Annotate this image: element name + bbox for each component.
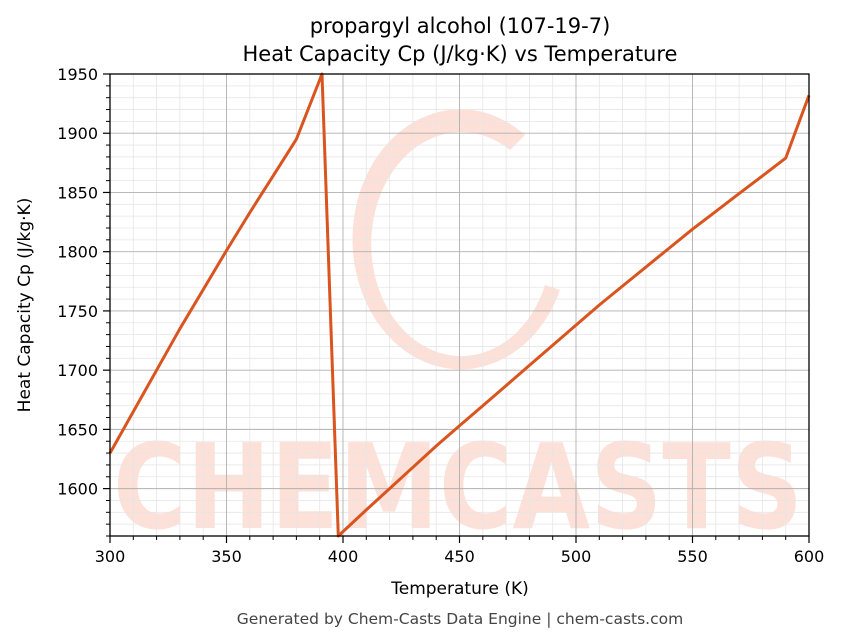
y-tick-label: 1900 [57,124,98,143]
y-tick-label: 1800 [57,243,98,262]
watermark-swirl [352,109,560,370]
x-tick-label: 300 [95,547,126,566]
y-axis-label: Heat Capacity Cp (J/kg·K) [15,198,35,413]
x-tick-label: 600 [794,547,825,566]
y-tick-label: 1650 [57,420,98,439]
y-tick-label: 1850 [57,183,98,202]
x-tick-label: 550 [677,547,708,566]
series-line [108,72,811,538]
chart-subtitle: Heat Capacity Cp (J/kg·K) vs Temperature [243,42,678,66]
x-tick-label: 450 [444,547,475,566]
watermark-text: CHEMCASTS [113,418,803,556]
x-tick-label: 400 [328,547,359,566]
x-axis-label: Temperature (K) [390,579,529,599]
y-tick-label: 1950 [57,65,98,84]
footer-credit: Generated by Chem-Casts Data Engine | ch… [237,610,683,628]
y-tick-label: 1600 [57,480,98,499]
ticks-layer: 300 350 400 450 500 550 600 1600 1650 1700 1750 180… [57,65,824,566]
y-tick-label: 1750 [57,302,98,321]
chart-title: propargyl alcohol (107-19-7) [310,14,611,38]
x-tick-label: 350 [211,547,242,566]
y-tick-label: 1700 [57,361,98,380]
x-tick-label: 500 [561,547,592,566]
series-layer [108,72,811,538]
